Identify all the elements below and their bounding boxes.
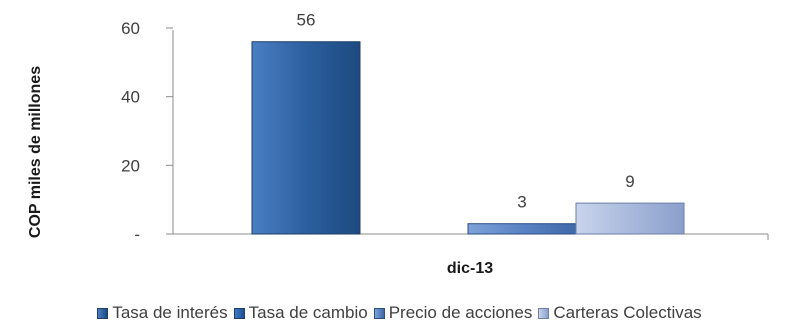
data-label: 9 <box>625 172 634 191</box>
legend-label: Tasa de interés <box>112 303 228 322</box>
legend-label: Carteras Colectivas <box>553 303 702 322</box>
y-tick-label: 20 <box>121 156 140 175</box>
x-category-label: dic-13 <box>447 260 493 277</box>
data-label: 3 <box>517 193 526 212</box>
y-tick-label: 60 <box>121 19 140 38</box>
legend-item: Precio de acciones <box>373 303 533 323</box>
legend-item: Tasa de cambio <box>233 303 368 323</box>
legend-item: Carteras Colectivas <box>538 303 702 323</box>
y-tick-label: 40 <box>121 88 140 107</box>
legend-label: Tasa de cambio <box>248 303 368 322</box>
data-labels: 56 3 9 <box>297 11 635 212</box>
legend-label: Precio de acciones <box>388 303 533 322</box>
legend-swatch <box>233 307 245 319</box>
bar-chart: COP miles de millones - 20 40 60 56 3 9 dic-1… <box>27 11 769 277</box>
legend-item: Tasa de interés <box>97 303 228 323</box>
legend: Tasa de interés Tasa de cambio Precio de a… <box>0 300 799 326</box>
y-tick-label: - <box>134 225 140 244</box>
y-axis-title: COP miles de millones <box>27 66 44 238</box>
bar-tasa-de-inter-s <box>251 41 361 235</box>
legend-swatch <box>373 307 385 319</box>
legend-swatch <box>538 307 550 319</box>
data-label: 56 <box>297 11 316 30</box>
bar-carteras-colectivas <box>575 202 685 235</box>
y-axis-ticks: - 20 40 60 <box>121 19 173 244</box>
bars <box>251 41 685 235</box>
legend-swatch <box>97 307 109 319</box>
bar-precio-de-acciones <box>467 223 577 235</box>
